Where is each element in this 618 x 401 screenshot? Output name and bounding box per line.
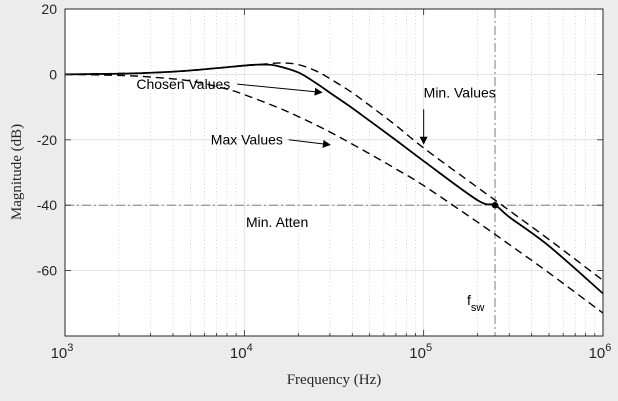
- series-layer: [64, 62, 604, 314]
- annotation-max-values-label: Max Values: [211, 132, 283, 148]
- tick-layer: [64, 8, 604, 336]
- y-axis-label: Magnitude (dB): [9, 124, 25, 220]
- fsw-label: fsw: [467, 292, 484, 314]
- x-axis-label: Frequency (Hz): [287, 372, 382, 388]
- x-tick-label: 104: [230, 342, 253, 362]
- plot-background: [65, 9, 603, 336]
- annotation-chosen-values-arrow: [237, 83, 323, 96]
- tick-labels: 103 104 105 106 20 0 -20 -40 -60: [37, 1, 612, 362]
- annotation-min-values-label: Min. Values: [424, 84, 496, 100]
- min-atten-label: Min. Atten: [246, 214, 308, 230]
- x-tick-label: 103: [51, 342, 74, 362]
- y-tick-label: -20: [37, 132, 57, 148]
- series-max-values-line: [64, 73, 604, 314]
- annotation-chosen-values-label: Chosen Values: [136, 76, 230, 92]
- y-tick-label: 20: [41, 1, 57, 17]
- y-tick-label: 0: [49, 66, 57, 82]
- y-tick-label: -60: [37, 263, 57, 279]
- fsw-marker-point: [491, 202, 499, 209]
- series-min-values-line: [64, 62, 604, 281]
- x-tick-label: 106: [589, 342, 612, 362]
- reference-lines: Min. Atten fsw: [65, 9, 603, 336]
- plot-frame: [64, 8, 604, 337]
- annotation-max-values-arrow: [288, 139, 331, 148]
- y-tick-label: -40: [37, 197, 57, 213]
- annotations-layer: Chosen Values Max Values Min. Values: [136, 76, 496, 148]
- x-tick-label: 105: [409, 342, 432, 362]
